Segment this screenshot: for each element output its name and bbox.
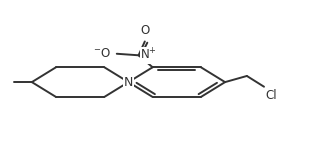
Text: Cl: Cl — [265, 89, 277, 102]
Text: $^{-}$O: $^{-}$O — [93, 47, 110, 60]
Text: N: N — [124, 76, 133, 89]
Text: O: O — [140, 24, 149, 37]
Text: N$^{+}$: N$^{+}$ — [140, 48, 157, 63]
